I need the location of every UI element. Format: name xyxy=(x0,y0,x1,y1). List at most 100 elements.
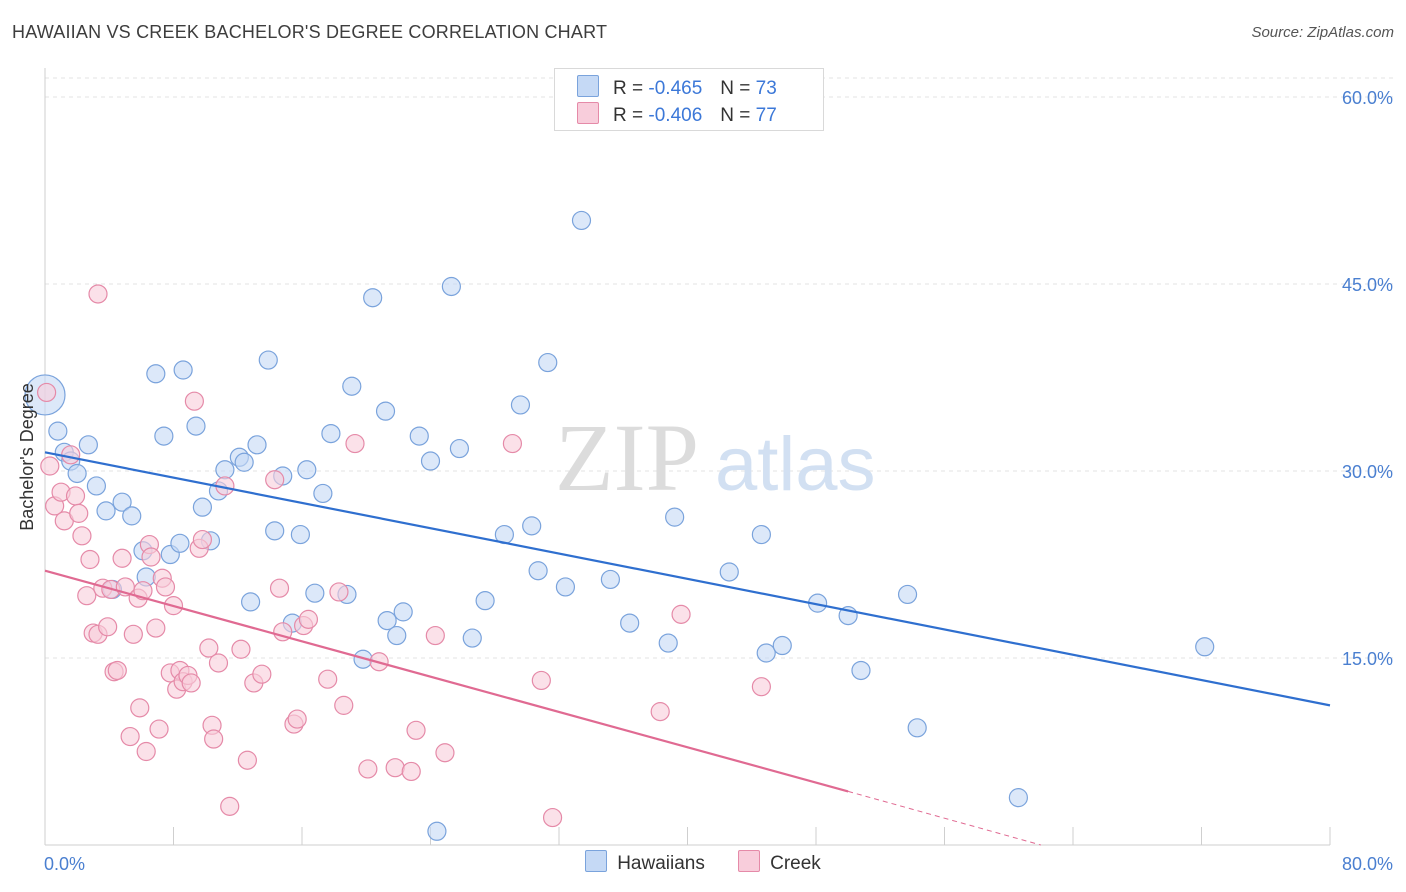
hawaiians-point xyxy=(170,533,190,553)
trend-lines xyxy=(44,451,1331,846)
creek-point xyxy=(542,807,563,828)
creek-point xyxy=(136,741,156,762)
hawaiians-point xyxy=(441,276,461,297)
creek-point xyxy=(69,503,89,523)
hawaiians-point xyxy=(462,628,482,648)
creek-point xyxy=(146,618,166,638)
hawaiians-point xyxy=(48,421,68,441)
hawaiians-point xyxy=(112,492,132,512)
legend-label-hawaiians: Hawaiians xyxy=(617,853,705,874)
creek-point xyxy=(269,578,290,598)
hawaiians-point xyxy=(600,569,621,590)
r-label: R = xyxy=(613,78,644,99)
hawaiians-point xyxy=(377,610,397,631)
creek-point xyxy=(40,456,60,476)
creek-point xyxy=(231,639,251,659)
creek-point xyxy=(133,581,153,601)
hawaiians-point xyxy=(192,497,213,517)
hawaiians-point xyxy=(772,635,792,656)
hawaiians-point xyxy=(258,350,278,370)
hawaiians-swatch xyxy=(577,75,599,97)
series-legend: Hawaiians Creek xyxy=(0,850,1406,875)
creek-point xyxy=(671,604,691,624)
hawaiians-point xyxy=(907,718,927,738)
creek-point xyxy=(358,759,378,779)
legend-item-creek[interactable]: Creek xyxy=(738,850,821,875)
creek-point xyxy=(199,638,219,658)
hawaiians-trend-line xyxy=(44,451,1331,707)
source-label: Source: ZipAtlas.com xyxy=(1251,24,1394,41)
n-value-hawaiians: 73 xyxy=(755,78,777,99)
creek-point xyxy=(502,433,523,454)
hawaiians-point xyxy=(719,562,739,582)
creek-point xyxy=(181,673,201,693)
hawaiians-point xyxy=(234,452,254,472)
hawaiians-point xyxy=(897,584,918,605)
creek-point xyxy=(141,547,161,567)
hawaiians-point xyxy=(122,506,142,526)
hawaiians-point xyxy=(538,352,558,373)
hawaiians-point xyxy=(305,583,325,603)
y-tick-label: 60.0% xyxy=(1342,88,1393,108)
creek-point xyxy=(80,549,100,570)
hawaiians-point xyxy=(658,633,678,653)
hawaiians-point xyxy=(449,438,470,459)
creek-point xyxy=(155,577,176,597)
creek-point xyxy=(329,582,349,602)
creek-point xyxy=(265,470,285,490)
creek-point xyxy=(192,529,213,550)
hawaiians-point xyxy=(215,460,235,480)
hawaiians-point xyxy=(851,660,871,681)
hawaiians-point xyxy=(387,625,407,646)
creek-point xyxy=(334,695,354,715)
creek-point xyxy=(751,677,771,697)
creek-point xyxy=(237,750,257,770)
hawaiians-point xyxy=(409,426,429,446)
y-axis-label: Bachelor's Degree xyxy=(17,383,37,531)
creek-legend-swatch xyxy=(738,850,761,872)
creek-swatch xyxy=(577,102,599,124)
x-tick-label-max: 80.0% xyxy=(1342,854,1393,874)
hawaiians-point xyxy=(173,360,193,380)
creek-trend-line xyxy=(44,569,849,793)
r-value-hawaiians: -0.465 xyxy=(648,78,703,99)
r-value-creek: -0.406 xyxy=(648,105,703,126)
hawaiians-point xyxy=(665,507,685,527)
y-tick-label: 15.0% xyxy=(1342,649,1393,669)
hawaiians-point xyxy=(321,424,341,444)
n-label: N = xyxy=(720,78,751,99)
stats-legend: R = -0.465 N = 73 R = -0.406 N = 77 xyxy=(554,68,824,131)
x-tick-label-min: 0.0% xyxy=(44,854,85,874)
creek-point xyxy=(120,726,140,747)
data-points xyxy=(24,210,1215,841)
hawaiians-point xyxy=(420,451,441,471)
zipatlas-watermark: ZIP atlas xyxy=(555,404,876,511)
creek-point xyxy=(77,586,97,606)
hawaiians-point xyxy=(342,376,362,396)
creek-point xyxy=(184,391,204,411)
creek-point xyxy=(220,796,240,816)
creek-point xyxy=(318,669,338,689)
legend-item-hawaiians[interactable]: Hawaiians xyxy=(585,850,705,875)
hawaiians-point xyxy=(363,288,383,308)
creek-point xyxy=(287,709,307,729)
watermark-atlas: atlas xyxy=(715,422,876,507)
hawaiians-point xyxy=(297,460,317,480)
creek-point xyxy=(149,719,169,739)
hawaiians-point xyxy=(510,395,531,415)
creek-point xyxy=(130,698,150,718)
hawaiians-point xyxy=(571,210,592,231)
hawaiians-point xyxy=(620,613,640,633)
creek-point xyxy=(406,720,426,740)
creek-point xyxy=(298,609,319,629)
hawaiians-point xyxy=(475,591,495,611)
creek-point xyxy=(72,526,92,546)
creek-point xyxy=(88,284,108,304)
hawaiians-point xyxy=(522,516,542,536)
creek-point xyxy=(61,445,81,465)
hawaiians-point xyxy=(528,561,548,581)
creek-point xyxy=(65,486,86,506)
watermark-zip: ZIP xyxy=(555,404,699,511)
hawaiians-point xyxy=(96,501,116,521)
hawaiians-point xyxy=(154,426,174,446)
